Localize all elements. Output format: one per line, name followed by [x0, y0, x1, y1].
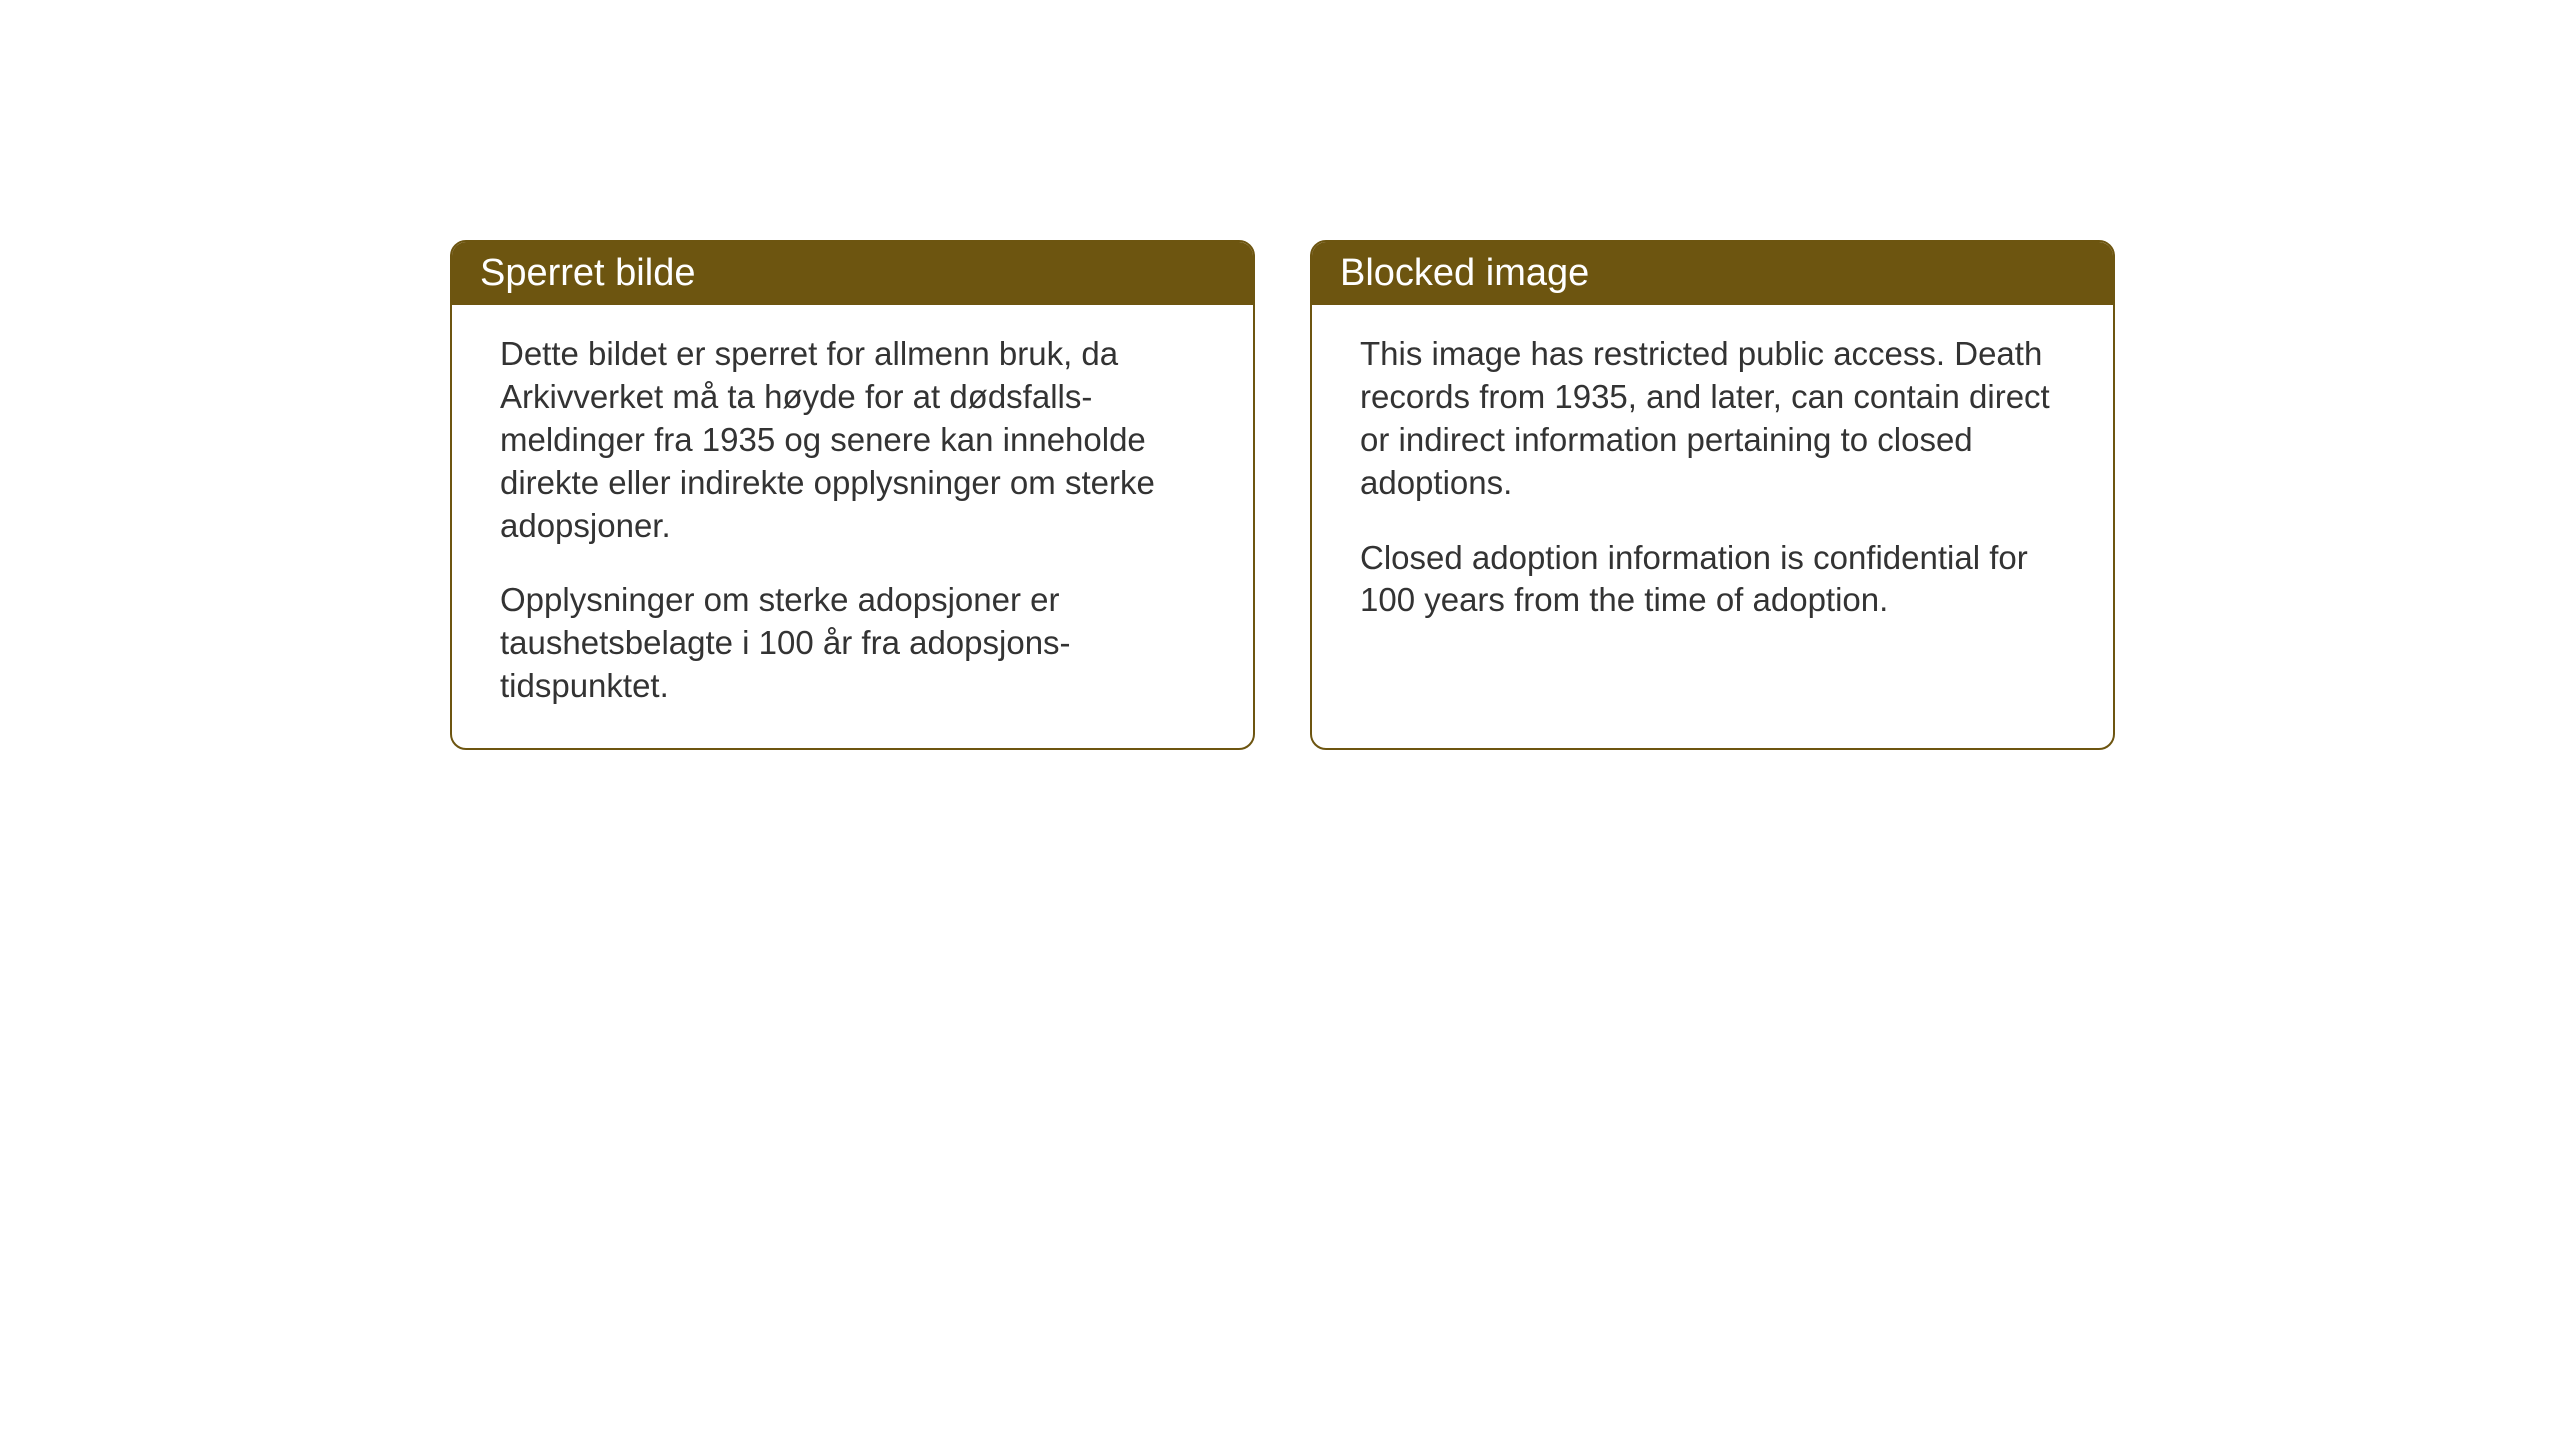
card-paragraph-2-english: Closed adoption information is confident… [1360, 537, 2065, 623]
card-paragraph-1-norwegian: Dette bildet er sperret for allmenn bruk… [500, 333, 1205, 547]
notice-container: Sperret bilde Dette bildet er sperret fo… [450, 240, 2115, 750]
card-header-english: Blocked image [1312, 242, 2113, 305]
card-paragraph-2-norwegian: Opplysninger om sterke adopsjoner er tau… [500, 579, 1205, 708]
blocked-image-card-norwegian: Sperret bilde Dette bildet er sperret fo… [450, 240, 1255, 750]
card-title-norwegian: Sperret bilde [480, 252, 695, 294]
blocked-image-card-english: Blocked image This image has restricted … [1310, 240, 2115, 750]
card-body-norwegian: Dette bildet er sperret for allmenn bruk… [452, 305, 1253, 748]
card-title-english: Blocked image [1340, 252, 1589, 294]
card-paragraph-1-english: This image has restricted public access.… [1360, 333, 2065, 505]
card-header-norwegian: Sperret bilde [452, 242, 1253, 305]
card-body-english: This image has restricted public access.… [1312, 305, 2113, 702]
